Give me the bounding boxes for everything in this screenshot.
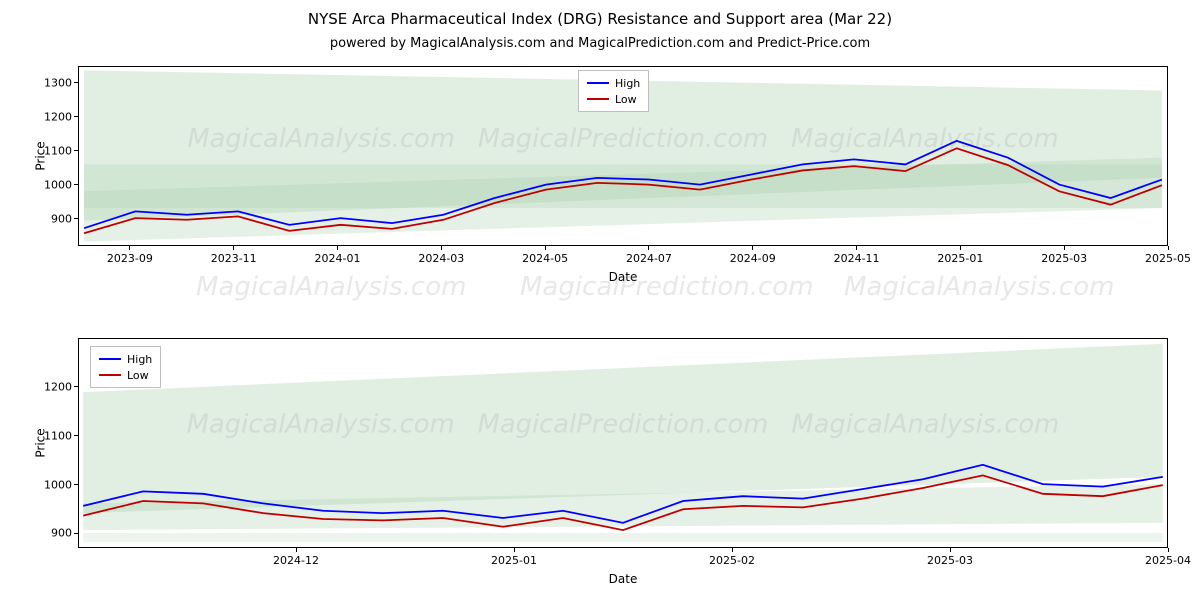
ytick-label: 1200 [44, 110, 72, 123]
xtick-mark [856, 246, 857, 250]
legend-item: High [587, 75, 640, 91]
xtick-label: 2023-11 [211, 252, 257, 265]
xtick-label: 2025-01 [937, 252, 983, 265]
legend-label: Low [127, 369, 149, 382]
xtick-mark [514, 548, 515, 552]
watermark-text: MagicalAnalysis.com [187, 410, 455, 440]
xtick-mark [545, 246, 546, 250]
ytick-mark [74, 82, 78, 83]
ytick-label: 900 [51, 527, 72, 540]
watermark-text: MagicalPrediction.com [520, 272, 814, 302]
watermark-text: MagicalAnalysis.com [791, 410, 1059, 440]
xtick-mark [1064, 246, 1065, 250]
ytick-mark [74, 218, 78, 219]
ytick-mark [74, 116, 78, 117]
xtick-label: 2024-12 [273, 554, 319, 567]
top-chart-panel: MagicalAnalysis.com MagicalPrediction.com… [78, 66, 1168, 246]
xtick-mark [950, 548, 951, 552]
xtick-label: 2024-07 [626, 252, 672, 265]
bottom-chart-plot: MagicalAnalysis.com MagicalPrediction.com… [78, 338, 1168, 548]
watermark-text: MagicalPrediction.com [478, 410, 769, 440]
ytick-label: 1100 [44, 429, 72, 442]
bottom-chart-legend: High Low [90, 346, 161, 388]
ytick-mark [74, 150, 78, 151]
top-chart-xlabel: Date [609, 270, 638, 284]
xtick-label: 2025-03 [1041, 252, 1087, 265]
bottom-chart-panel: MagicalAnalysis.com MagicalPrediction.com… [78, 338, 1168, 548]
xtick-label: 2024-01 [315, 252, 361, 265]
xtick-label: 2025-05 [1145, 252, 1191, 265]
legend-swatch [99, 374, 121, 376]
ytick-label: 1000 [44, 478, 72, 491]
xtick-label: 2025-04 [1145, 554, 1191, 567]
legend-item: Low [99, 367, 152, 383]
xtick-label: 2024-09 [730, 252, 776, 265]
xtick-mark [960, 246, 961, 250]
ytick-mark [74, 435, 78, 436]
xtick-mark [129, 246, 130, 250]
watermark-text: MagicalAnalysis.com [844, 272, 1114, 302]
watermark-text: MagicalAnalysis.com [188, 124, 455, 154]
ytick-mark [74, 386, 78, 387]
ytick-mark [74, 533, 78, 534]
xtick-mark [648, 246, 649, 250]
xtick-mark [1168, 548, 1169, 552]
xtick-mark [337, 246, 338, 250]
watermark-text: MagicalAnalysis.com [196, 272, 466, 302]
xtick-label: 2023-09 [107, 252, 153, 265]
xtick-mark [296, 548, 297, 552]
legend-label: High [127, 353, 152, 366]
legend-item: High [99, 351, 152, 367]
xtick-mark [732, 548, 733, 552]
legend-label: High [615, 77, 640, 90]
ytick-mark [74, 484, 78, 485]
xtick-label: 2024-03 [418, 252, 464, 265]
legend-item: Low [587, 91, 640, 107]
ytick-mark [74, 184, 78, 185]
xtick-mark [1168, 246, 1169, 250]
support-resistance-zone [83, 533, 1163, 542]
xtick-label: 2025-02 [709, 554, 755, 567]
ytick-label: 1300 [44, 76, 72, 89]
legend-swatch [587, 98, 609, 100]
xtick-label: 2025-01 [491, 554, 537, 567]
ytick-label: 900 [51, 212, 72, 225]
legend-swatch [99, 358, 121, 360]
xtick-mark [752, 246, 753, 250]
ytick-label: 1200 [44, 380, 72, 393]
top-chart-legend: High Low [578, 70, 649, 112]
watermark-text: MagicalPrediction.com [478, 124, 768, 154]
watermark-text: MagicalAnalysis.com [791, 124, 1058, 154]
chart-subtitle: powered by MagicalAnalysis.com and Magic… [0, 28, 1200, 57]
chart-title: NYSE Arca Pharmaceutical Index (DRG) Res… [0, 0, 1200, 28]
ytick-label: 1000 [44, 178, 72, 191]
xtick-label: 2024-05 [522, 252, 568, 265]
bottom-chart-xlabel: Date [609, 572, 638, 586]
xtick-label: 2025-03 [927, 554, 973, 567]
legend-swatch [587, 82, 609, 84]
legend-label: Low [615, 93, 637, 106]
xtick-mark [441, 246, 442, 250]
xtick-label: 2024-11 [834, 252, 880, 265]
ytick-label: 1100 [44, 144, 72, 157]
xtick-mark [233, 246, 234, 250]
